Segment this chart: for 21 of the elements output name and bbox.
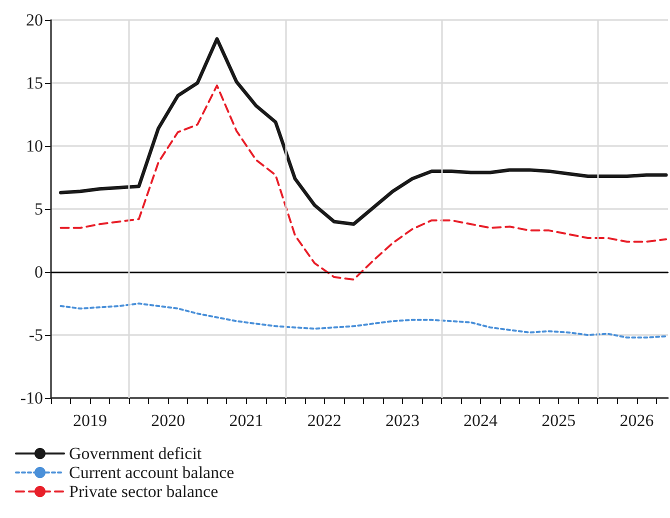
- legend-label: Current account balance: [69, 463, 234, 482]
- x-tick-label: 2026: [620, 411, 654, 430]
- y-tick-label: 5: [34, 200, 43, 218]
- x-tick-label: 2020: [151, 411, 186, 430]
- x-tick-label: 2021: [229, 411, 264, 430]
- line-series: [60, 84, 668, 281]
- y-tick-label: 0: [34, 262, 43, 282]
- y-tick-label: 20: [26, 10, 43, 30]
- y-tick-label: 10: [26, 136, 43, 156]
- line-series: [59, 37, 668, 226]
- y-tick-label: -5: [28, 326, 43, 344]
- x-tick-label: 2023: [385, 411, 420, 430]
- x-tick-label: 2025: [542, 411, 576, 430]
- y-tick-label: 15: [26, 74, 43, 92]
- legend-label: Private sector balance: [69, 482, 218, 501]
- legend-label: Government deficit: [69, 444, 202, 463]
- x-tick-label: 2024: [464, 411, 498, 430]
- line-series: [60, 302, 668, 339]
- x-tick-label: 2019: [73, 411, 108, 430]
- x-tick-label: 2022: [307, 411, 342, 430]
- y-tick-label: -10: [20, 388, 43, 408]
